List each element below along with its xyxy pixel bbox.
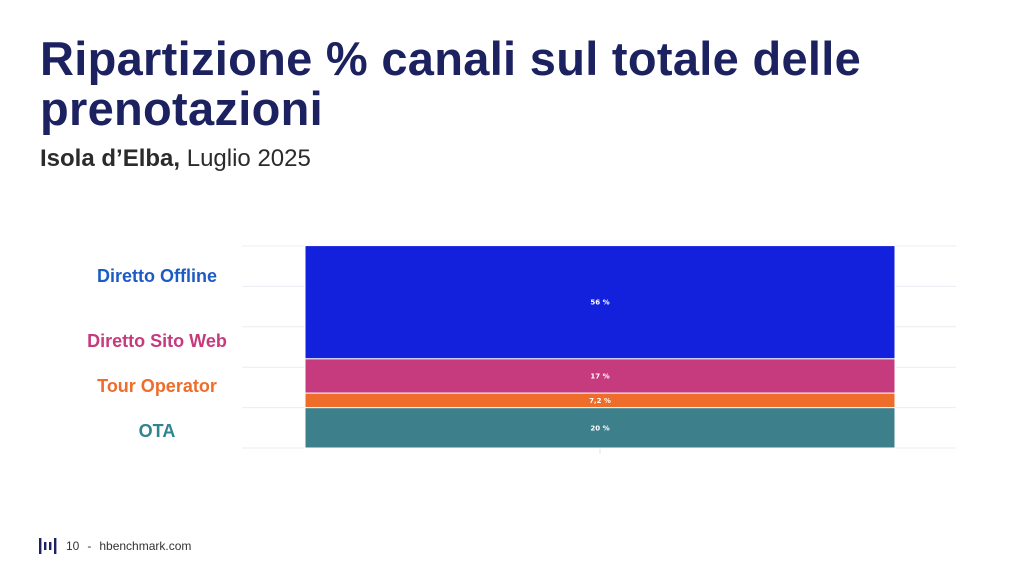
legend-label-diretto-offline: Diretto Offline bbox=[97, 266, 217, 286]
footer-separator: - bbox=[87, 539, 92, 553]
bar-segment-diretto-offline bbox=[304, 245, 896, 360]
data-label-tour-operator: 7,2 % bbox=[589, 397, 611, 405]
subtitle-period: Luglio 2025 bbox=[186, 145, 311, 172]
legend-label-diretto-sito-web: Diretto Sito Web bbox=[87, 331, 227, 351]
legend-label-tour-operator: Tour Operator bbox=[97, 376, 217, 396]
footer-link[interactable]: hbenchmark.com bbox=[99, 539, 192, 553]
footer: 10 - hbenchmark.com bbox=[38, 536, 191, 556]
bar-segment-diretto-sito-web bbox=[304, 358, 896, 394]
data-label-diretto-offline: 56 % bbox=[590, 299, 609, 307]
page-subtitle: Isola d’Elba, Luglio 2025 bbox=[40, 145, 311, 173]
legend-label-ota: OTA bbox=[139, 421, 176, 441]
data-label-ota: 20 % bbox=[590, 424, 609, 432]
hbenchmark-logo-icon bbox=[39, 538, 57, 554]
page-title: Ripartizione % canali sul totale delle p… bbox=[40, 32, 862, 135]
page-number: 10 bbox=[66, 539, 80, 553]
subtitle-location: Isola d’Elba, bbox=[40, 145, 181, 172]
data-label-diretto-sito-web: 17 % bbox=[590, 372, 609, 380]
